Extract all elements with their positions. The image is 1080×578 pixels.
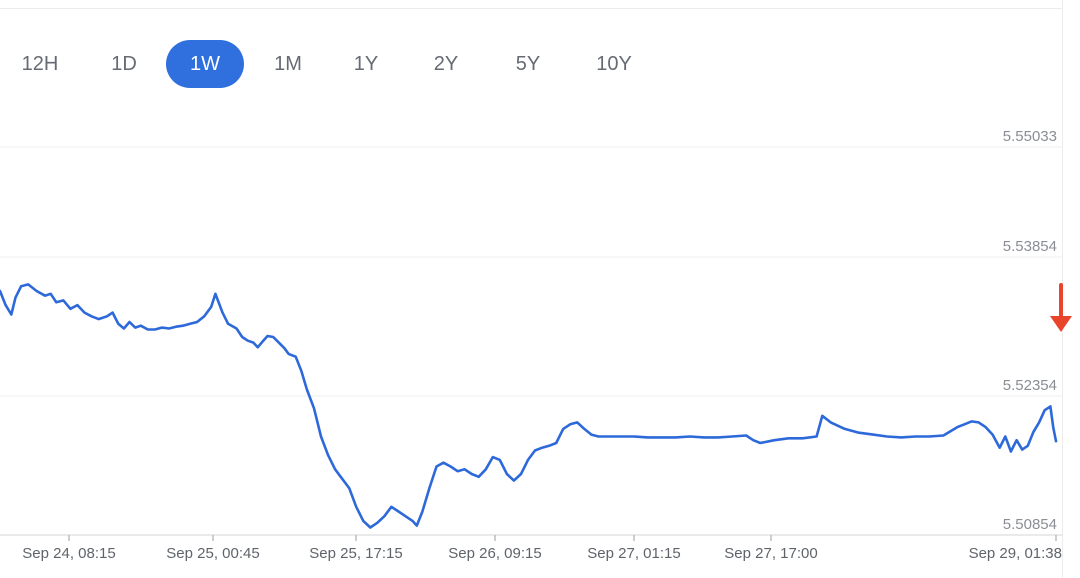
series-layer [0, 283, 1058, 529]
y-tick-label: 5.52354 [1003, 377, 1057, 394]
range-tab-10y[interactable]: 10Y [596, 53, 632, 75]
range-tab-1d[interactable]: 1D [111, 53, 137, 75]
y-axis-ticks: 5.55033 5.53854 5.52354 5.50854 [1003, 128, 1057, 533]
top-divider [0, 8, 1062, 9]
range-tab-5y[interactable]: 5Y [515, 53, 541, 75]
x-tick-label: Sep 26, 09:15 [448, 545, 541, 562]
y-tick-label: 5.53854 [1003, 238, 1057, 255]
x-tick-label: Sep 29, 01:38 [969, 545, 1062, 562]
range-tab-2y[interactable]: 2Y [433, 53, 459, 75]
y-tick-label: 5.50854 [1003, 516, 1057, 533]
x-axis-ticks: Sep 24, 08:15 Sep 25, 00:45 Sep 25, 17:15 S… [22, 535, 1062, 562]
range-tab-1y[interactable]: 1Y [353, 53, 379, 75]
x-tick-label: Sep 25, 00:45 [166, 545, 259, 562]
y-tick-label: 5.55033 [1003, 128, 1057, 145]
x-tick-label: Sep 24, 08:15 [22, 545, 115, 562]
x-tick-label: Sep 27, 01:15 [587, 545, 680, 562]
time-range-selector: 12H 1D 1W 1M 1Y 2Y 5Y 10Y [0, 40, 700, 88]
range-tab-1m[interactable]: 1M [274, 53, 302, 75]
range-tab-1w[interactable]: 1W [166, 40, 244, 88]
x-tick-label: Sep 25, 17:15 [309, 545, 402, 562]
range-tab-12h[interactable]: 12H [21, 53, 59, 75]
price-series-line [0, 283, 1058, 529]
x-tick-label: Sep 27, 17:00 [724, 545, 817, 562]
latest-value-marker [1050, 283, 1072, 332]
down-arrow-icon [1050, 316, 1072, 332]
gridlines [0, 146, 1062, 536]
